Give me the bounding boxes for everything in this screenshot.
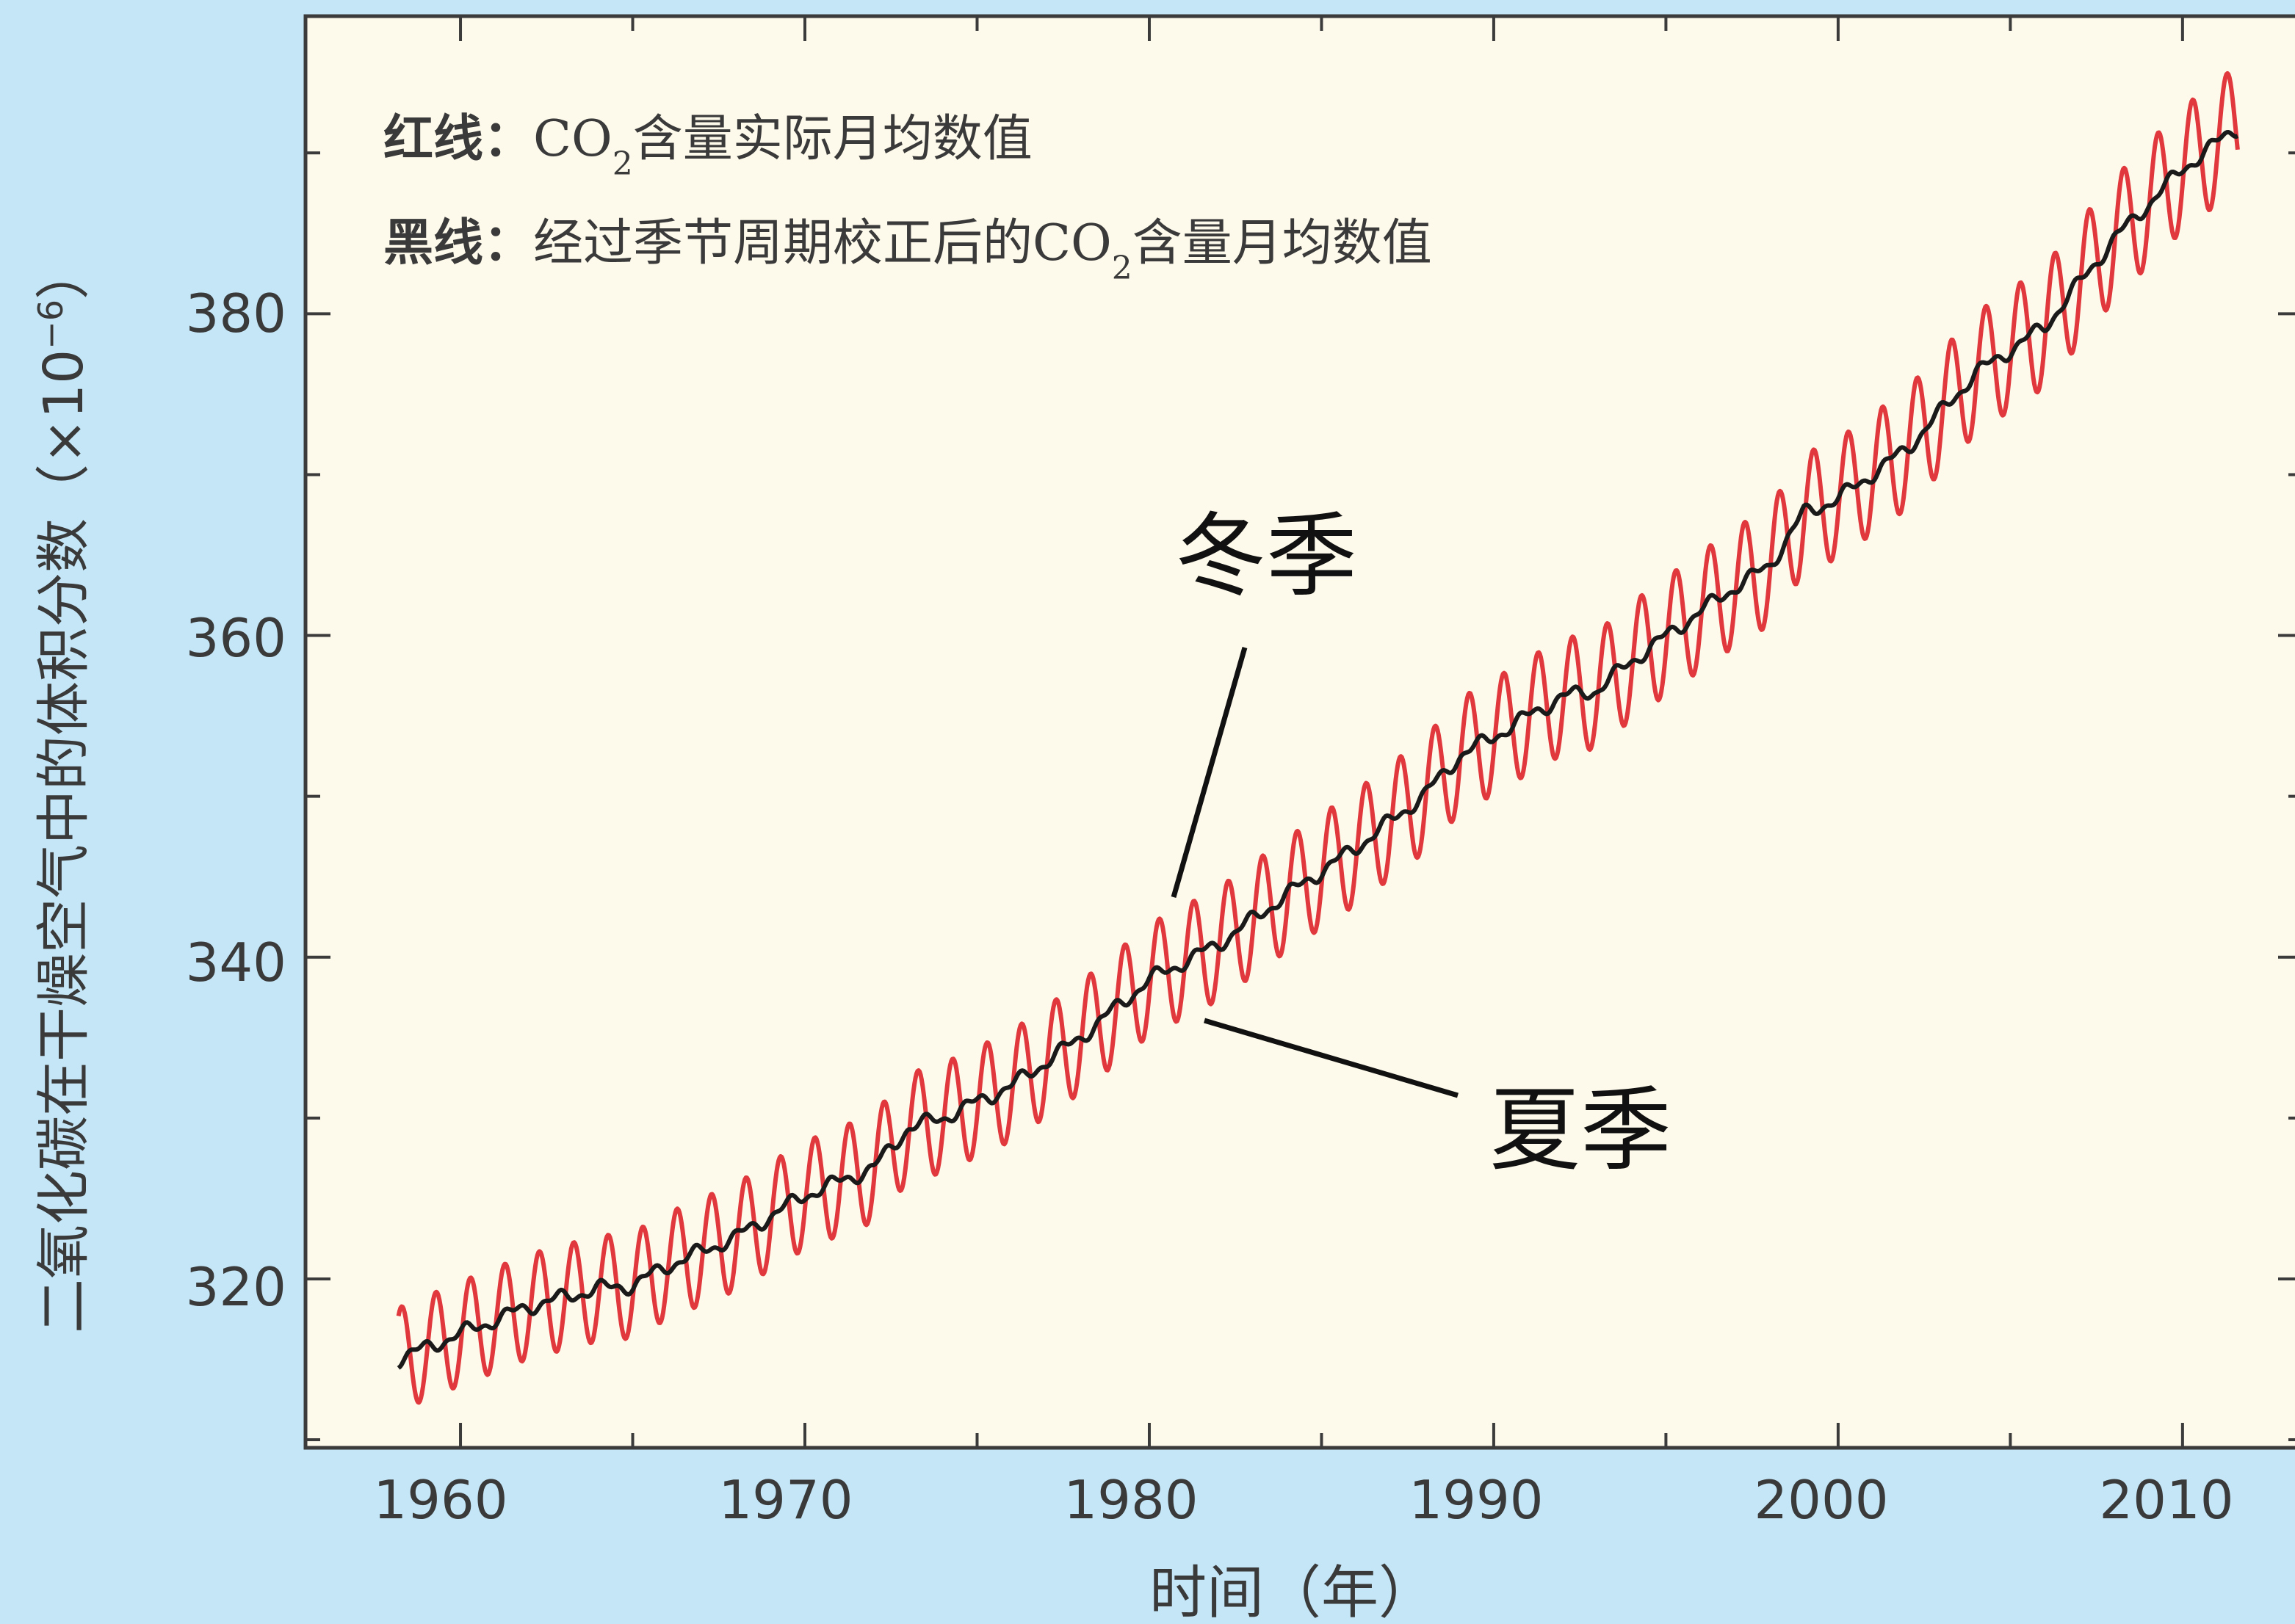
legend-red-sub: 2 — [612, 145, 633, 183]
x-tick-label: 1980 — [1063, 1469, 1198, 1531]
summer-pointer — [1204, 1018, 1459, 1098]
winter-pointer — [1171, 647, 1248, 898]
y-axis-title-close: ） — [32, 245, 95, 300]
y-axis-title: 二氧化碳在干燥空气中的体积分数（×10−6） — [31, 245, 95, 1333]
y-tick-label: 360 — [186, 607, 286, 669]
legend-red-pre: CO — [533, 110, 612, 168]
winter-label: 冬季 — [1175, 504, 1357, 609]
plot-area — [303, 14, 2295, 1450]
summer-label: 夏季 — [1489, 1078, 1671, 1183]
x-tick-label: 2010 — [2099, 1469, 2233, 1531]
y-tick-label: 380 — [186, 283, 286, 344]
x-tick-label: 1990 — [1409, 1469, 1543, 1531]
y-axis-labels: 320 340 360 380 — [186, 283, 286, 1318]
x-axis-title: 时间（年） — [1149, 1560, 1436, 1624]
y-axis-title-main: 二氧化碳在干燥空气中的体积分数（×10 — [32, 349, 95, 1333]
y-tick-label: 340 — [186, 932, 286, 993]
x-tick-label: 1960 — [373, 1469, 507, 1531]
y-axis-title-exponent: −6 — [31, 300, 71, 349]
x-axis-labels: 1960 1970 1980 1990 2000 2010 — [373, 1469, 2233, 1531]
legend-red-key: 红线： — [383, 109, 533, 168]
x-tick-label: 2000 — [1754, 1469, 1888, 1531]
seasonally-adjusted-co2-line — [397, 130, 2239, 1370]
y-tick-label: 320 — [186, 1256, 286, 1318]
legend-black-line: 黑线：经过季节周期校正后的CO2含量月均数值 — [383, 214, 1432, 287]
legend-black-pre: 经过季节周期校正后的CO — [533, 214, 1112, 272]
series-group — [396, 70, 2240, 1405]
legend-black-post: 含量月均数值 — [1132, 214, 1432, 272]
legend-red-post: 含量实际月均数值 — [633, 110, 1033, 168]
legend-black-key: 黑线： — [383, 214, 533, 272]
annotations: 冬季 夏季 — [1171, 504, 1671, 1183]
actual-monthly-co2-line — [396, 70, 2240, 1405]
axis-ticks — [306, 16, 2295, 1448]
x-tick-label: 1970 — [718, 1469, 853, 1531]
legend-black-sub: 2 — [1112, 250, 1132, 287]
legend-red-line: 红线：CO2含量实际月均数值 — [383, 109, 1033, 183]
legend: 红线：CO2含量实际月均数值 黑线：经过季节周期校正后的CO2含量月均数值 — [383, 109, 1432, 287]
